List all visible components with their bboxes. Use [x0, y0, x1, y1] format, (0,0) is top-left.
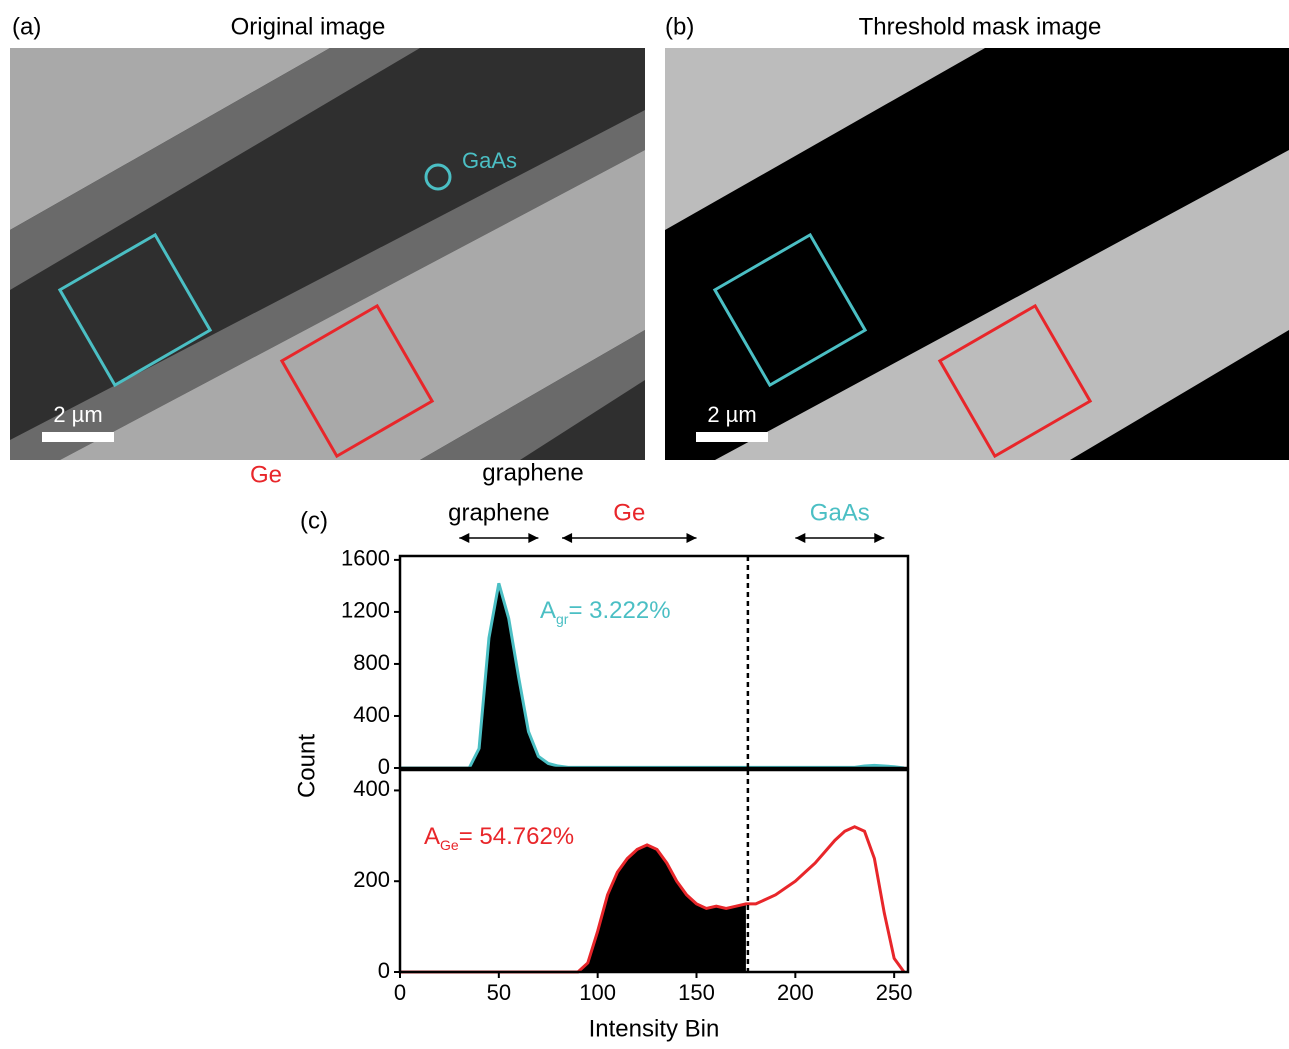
plot-frame — [400, 556, 908, 768]
x-tick-label: 100 — [579, 980, 616, 1005]
area-label-main: A — [540, 597, 556, 624]
panel-label: (c) — [300, 507, 328, 534]
area-label-sub: gr — [556, 611, 569, 627]
area-label-main: A — [424, 823, 440, 850]
y-tick-label: 1200 — [341, 598, 390, 623]
range-label: Ge — [613, 499, 645, 526]
scale-label: 2 µm — [707, 402, 756, 427]
panel-title: Original image — [231, 13, 386, 40]
x-tick-label: 50 — [487, 980, 511, 1005]
scale-label: 2 µm — [53, 402, 102, 427]
x-axis-label: Intensity Bin — [589, 1015, 720, 1042]
y-tick-label: 400 — [353, 776, 390, 801]
y-tick-label: 1600 — [341, 546, 390, 571]
range-label: GaAs — [810, 499, 870, 526]
y-tick-label: 200 — [353, 867, 390, 892]
x-tick-label: 150 — [678, 980, 715, 1005]
x-tick-label: 0 — [394, 980, 406, 1005]
panel-label: (a) — [12, 13, 41, 40]
x-tick-label: 200 — [777, 980, 814, 1005]
y-tick-label: 0 — [378, 958, 390, 983]
y-tick-label: 0 — [378, 754, 390, 779]
threshold-area — [400, 845, 746, 972]
y-tick-label: 800 — [353, 650, 390, 675]
panel-label: (b) — [665, 13, 694, 40]
y-tick-label: 400 — [353, 702, 390, 727]
range-label: graphene — [448, 499, 549, 526]
original-image — [10, 48, 645, 460]
stray-label: Ge — [250, 461, 282, 488]
stray-label: graphene — [482, 459, 583, 486]
panel-title: Threshold mask image — [859, 13, 1102, 40]
area-label: Agr= 3.222% — [540, 597, 671, 626]
page: {"panels": { "a": {"label": "(a)", "titl… — [0, 0, 1289, 1049]
area-label-value: = 54.762% — [459, 823, 574, 850]
area-label: AGe= 54.762% — [424, 823, 574, 852]
x-tick-label: 250 — [876, 980, 913, 1005]
figure: (a) Original image GaAs 2 µm (b) Thresho… — [0, 0, 1289, 1044]
mask-image — [665, 48, 1289, 460]
y-axis-label: Count — [293, 734, 320, 798]
gaas-label: GaAs — [462, 148, 517, 173]
area-label-value: = 3.222% — [568, 597, 670, 624]
area-label-sub: Ge — [440, 837, 459, 853]
